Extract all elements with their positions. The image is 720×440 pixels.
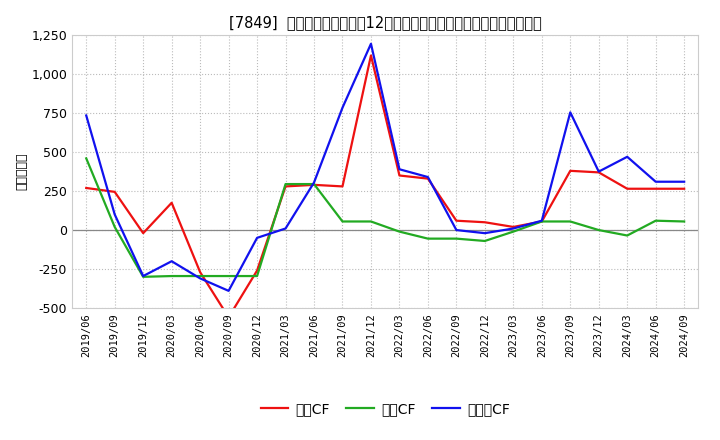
フリーCF (282, 226, 290, 231)
営業CF (110, 189, 119, 194)
投資CF (395, 229, 404, 234)
営業CF (253, 268, 261, 273)
営業CF (423, 176, 432, 181)
営業CF (566, 168, 575, 173)
営業CF (623, 186, 631, 191)
投資CF (196, 273, 204, 279)
営業CF (310, 182, 318, 187)
投資CF (452, 236, 461, 241)
フリーCF (423, 174, 432, 180)
投資CF (566, 219, 575, 224)
フリーCF (310, 180, 318, 185)
Line: 営業CF: 営業CF (86, 55, 684, 317)
Line: フリーCF: フリーCF (86, 44, 684, 291)
営業CF (338, 184, 347, 189)
投資CF (595, 227, 603, 233)
投資CF (537, 219, 546, 224)
営業CF (196, 270, 204, 275)
Line: 投資CF: 投資CF (86, 158, 684, 277)
フリーCF (167, 259, 176, 264)
営業CF (652, 186, 660, 191)
投資CF (167, 273, 176, 279)
営業CF (139, 231, 148, 236)
営業CF (509, 224, 518, 230)
フリーCF (623, 154, 631, 159)
投資CF (110, 224, 119, 230)
営業CF (167, 200, 176, 205)
フリーCF (509, 226, 518, 231)
投資CF (652, 218, 660, 224)
Y-axis label: （百万円）: （百万円） (16, 153, 29, 191)
投資CF (225, 273, 233, 279)
Legend: 営業CF, 投資CF, フリーCF: 営業CF, 投資CF, フリーCF (255, 397, 516, 422)
フリーCF (480, 231, 489, 236)
フリーCF (652, 179, 660, 184)
投資CF (423, 236, 432, 241)
フリーCF (139, 273, 148, 279)
投資CF (509, 229, 518, 234)
フリーCF (680, 179, 688, 184)
フリーCF (366, 41, 375, 46)
投資CF (680, 219, 688, 224)
フリーCF (225, 288, 233, 293)
フリーCF (537, 218, 546, 224)
フリーCF (253, 235, 261, 241)
営業CF (395, 173, 404, 178)
投資CF (623, 233, 631, 238)
投資CF (82, 156, 91, 161)
営業CF (452, 218, 461, 224)
投資CF (282, 181, 290, 187)
フリーCF (395, 167, 404, 172)
フリーCF (82, 113, 91, 118)
営業CF (680, 186, 688, 191)
フリーCF (338, 105, 347, 110)
投資CF (366, 219, 375, 224)
営業CF (366, 53, 375, 58)
営業CF (282, 184, 290, 189)
営業CF (480, 220, 489, 225)
投資CF (139, 274, 148, 279)
投資CF (480, 238, 489, 244)
投資CF (253, 273, 261, 279)
投資CF (338, 219, 347, 224)
フリーCF (110, 212, 119, 217)
営業CF (225, 315, 233, 320)
フリーCF (452, 227, 461, 233)
営業CF (537, 219, 546, 224)
投資CF (310, 181, 318, 187)
営業CF (82, 185, 91, 191)
営業CF (595, 170, 603, 175)
フリーCF (566, 110, 575, 115)
Title: [7849]  キャッシュフローの12か月移動合計の対前年同期増減額の推移: [7849] キャッシュフローの12か月移動合計の対前年同期増減額の推移 (229, 15, 541, 30)
フリーCF (595, 169, 603, 174)
フリーCF (196, 276, 204, 281)
